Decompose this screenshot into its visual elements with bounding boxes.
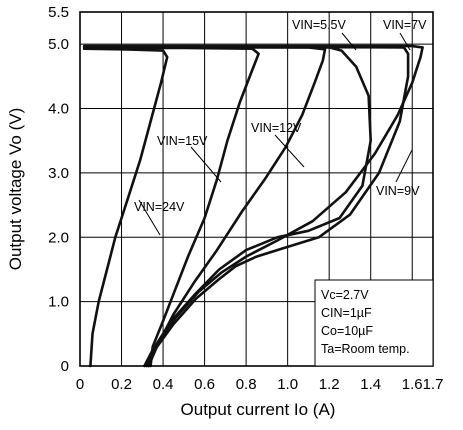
series-line-2 [82,46,327,368]
y-tick-labels: 0 1.0 2.0 3.0 4.0 5.0 5.5 [48,4,69,375]
leader-9v [395,149,413,183]
y-tick-label: 5.5 [48,4,69,21]
x-axis-label: Output current Io (A) [181,400,336,419]
annotation-vin-24v: VIN=24V [134,200,185,214]
condition-co: Co=10µF [321,324,373,338]
x-tick-label: 1.0 [277,376,298,393]
leader-15v [190,146,222,183]
leader-7v [399,32,411,51]
x-tick-label: 1.2 [319,376,340,393]
y-axis-label: Output voltage Vo (V) [6,108,25,271]
conditions-box-frame [314,279,434,367]
annotation-vin-15v: VIN=15V [157,134,208,148]
condition-ta: Ta=Room temp. [321,342,410,356]
y-tick-label: 2.0 [48,229,69,246]
leader-24v [138,199,161,236]
leader-5-5v [341,32,357,51]
x-tick-label: 1.4 [360,376,381,393]
x-tick-label: 0 [76,376,84,393]
series-annotations: VIN=24V VIN=15V VIN=12V VIN=5.5V VIN=7V … [134,18,427,236]
conditions-box: Vc=2.7V CIN=1µF Co=10µF Ta=Room temp. [314,279,434,367]
annotation-vin-12v: VIN=12V [251,121,302,135]
y-tick-label: 5.0 [48,36,69,53]
x-tick-label: 0.8 [236,376,257,393]
condition-cin: CIN=1µF [321,306,372,320]
y-tick-label: 3.0 [48,165,69,182]
series-line-5 [82,44,424,368]
condition-vc: Vc=2.7V [321,288,369,302]
annotation-vin-9v: VIN=9V [376,184,420,198]
series-line-4 [82,45,410,368]
x-tick-label: 0.4 [153,376,174,393]
grid [79,12,433,367]
x-tick-label: 0.6 [194,376,215,393]
series-line-0 [82,47,169,368]
x-tick-label: 0.2 [111,376,132,393]
curves [82,44,424,368]
annotation-vin-5-5v: VIN=5.5V [292,18,347,32]
y-tick-label: 4.0 [48,101,69,118]
series-line-1 [82,46,260,368]
x-tick-label: 1.6 [402,376,423,393]
y-tick-label: 1.0 [48,294,69,311]
x-tick-labels: 0 0.2 0.4 0.6 0.8 1.0 1.2 1.4 1.6 1.7 [76,376,444,393]
y-tick-label: 0 [61,358,69,375]
leader-12v [274,134,305,168]
x-tick-label: 1.7 [423,376,444,393]
annotation-vin-7v: VIN=7V [383,18,427,32]
plot-frame [79,11,434,367]
